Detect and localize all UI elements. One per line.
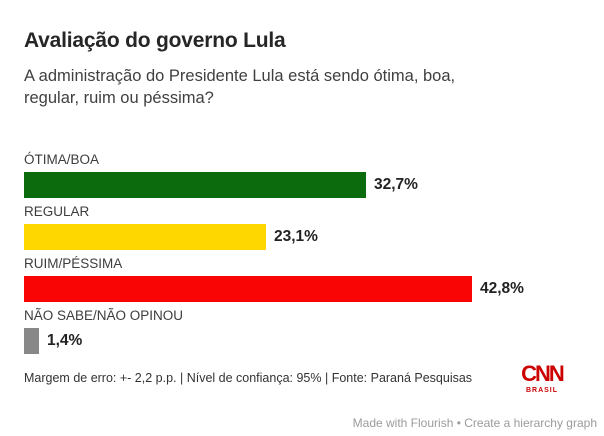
flourish-credit: Made with Flourish • Create a hierarchy … xyxy=(353,416,597,430)
value-label-regular: 23,1% xyxy=(274,228,318,245)
category-label-nao-sabe: NÃO SABE/NÃO OPINOU xyxy=(24,308,184,323)
chart-title: Avaliação do governo Lula xyxy=(24,29,286,52)
bar-regular[interactable] xyxy=(24,224,266,250)
category-label-otima-boa: ÓTIMA/BOA xyxy=(24,152,100,167)
bar-otima-boa[interactable] xyxy=(24,172,366,198)
value-label-ruim-pessima: 42,8% xyxy=(480,280,524,297)
cnn-logo-subtext: BRASIL xyxy=(525,387,559,394)
chart-row-regular: REGULAR 23,1% xyxy=(24,204,588,250)
value-label-otima-boa: 32,7% xyxy=(374,176,418,193)
chart-row-otima-boa: ÓTIMA/BOA 32,7% xyxy=(24,152,588,198)
methodology-note: Margem de erro: +- 2,2 p.p. | Nível de c… xyxy=(24,371,473,385)
cnn-logo-text: CNN xyxy=(521,361,565,386)
bar-chart: ÓTIMA/BOA 32,7% REGULAR 23,1% RUIM/PÉSSI… xyxy=(24,152,588,360)
bar-nao-sabe[interactable] xyxy=(24,328,39,354)
category-label-ruim-pessima: RUIM/PÉSSIMA xyxy=(24,256,123,271)
category-label-regular: REGULAR xyxy=(24,204,90,219)
bar-ruim-pessima[interactable] xyxy=(24,276,472,302)
made-with-flourish-link[interactable]: Made with Flourish xyxy=(352,416,454,430)
cnn-brasil-logo: CNN BRASIL xyxy=(521,361,565,395)
chart-subtitle: A administração do Presidente Lula está … xyxy=(24,67,456,107)
chart-row-ruim-pessima: RUIM/PÉSSIMA 42,8% xyxy=(24,256,588,302)
chart-row-nao-sabe: NÃO SABE/NÃO OPINOU 1,4% xyxy=(24,308,588,354)
value-label-nao-sabe: 1,4% xyxy=(47,332,83,349)
create-hierarchy-graph-link[interactable]: Create a hierarchy graph xyxy=(464,416,597,430)
credit-separator: • xyxy=(453,416,465,430)
